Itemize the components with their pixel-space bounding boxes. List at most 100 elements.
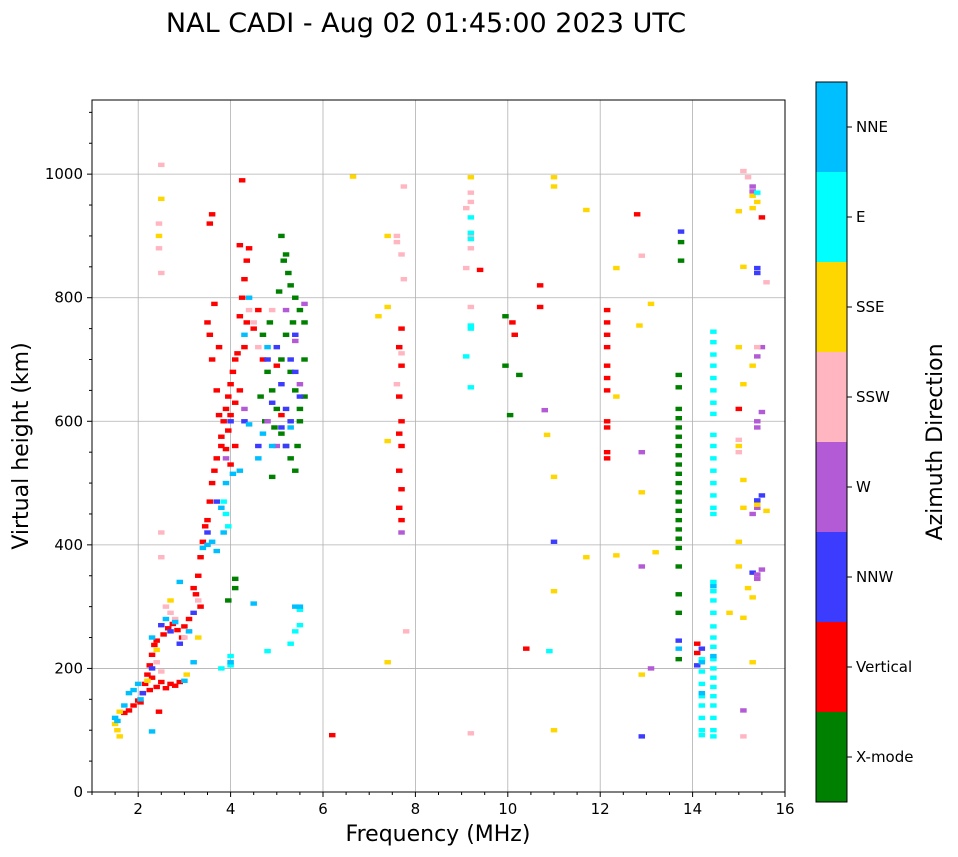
- data-point-ssw: [268, 307, 276, 313]
- colorbar-tick-label: NNW: [856, 568, 893, 586]
- data-point-e: [710, 715, 717, 721]
- data-point-sse: [550, 728, 558, 733]
- data-point-vertical: [215, 344, 223, 350]
- data-point-nne: [171, 619, 179, 625]
- data-point-vertical: [208, 480, 216, 486]
- data-point-sse: [740, 505, 747, 510]
- data-point-e: [710, 734, 717, 739]
- data-point-ssw: [158, 669, 165, 674]
- data-points: [111, 162, 770, 739]
- data-point-w: [758, 409, 766, 415]
- data-point-vertical: [137, 700, 144, 705]
- data-point-e: [698, 694, 706, 699]
- data-point-vertical: [758, 215, 766, 220]
- data-point-nne: [176, 579, 184, 585]
- data-point-x-mode: [296, 406, 304, 412]
- data-point-vertical: [236, 388, 244, 393]
- data-point-vertical: [181, 624, 188, 629]
- data-point-x-mode: [677, 239, 685, 245]
- data-point-vertical: [398, 363, 405, 368]
- data-point-vertical: [211, 301, 218, 307]
- data-point-x-mode: [257, 394, 264, 399]
- colorbar-swatch: [816, 82, 847, 172]
- data-point-e: [710, 352, 717, 357]
- data-point-sse: [144, 678, 151, 683]
- data-point-w: [740, 708, 747, 713]
- data-point-x-mode: [675, 610, 682, 616]
- data-point-nne: [268, 443, 276, 449]
- data-point-vertical: [225, 428, 232, 433]
- data-point-vertical: [395, 344, 403, 350]
- data-point-nne: [134, 681, 142, 687]
- data-point-x-mode: [287, 456, 294, 461]
- data-point-nne: [204, 542, 211, 548]
- data-point-sse: [613, 394, 620, 399]
- data-point-e: [710, 694, 717, 699]
- data-point-e: [698, 703, 706, 708]
- x-tick-label: 8: [411, 800, 421, 818]
- data-point-vertical: [398, 419, 405, 424]
- data-point-vertical: [603, 332, 611, 337]
- data-point-nne: [245, 422, 253, 427]
- data-point-nne: [229, 471, 237, 477]
- data-point-vertical: [693, 641, 701, 646]
- data-point-ssw: [155, 221, 163, 226]
- data-point-nne: [698, 660, 706, 665]
- data-point-vertical: [255, 307, 262, 313]
- data-point-e: [467, 326, 475, 331]
- data-point-nne: [287, 425, 294, 430]
- data-point-e: [710, 588, 717, 594]
- data-point-x-mode: [285, 270, 292, 276]
- data-point-nnw: [278, 382, 285, 387]
- data-point-vertical: [174, 627, 181, 633]
- data-point-vertical: [148, 675, 156, 680]
- data-point-vertical: [164, 626, 172, 631]
- data-point-vertical: [125, 708, 133, 713]
- data-point-sse: [114, 728, 121, 733]
- data-point-nne: [222, 480, 230, 486]
- data-point-e: [264, 648, 271, 654]
- x-tick-label: 6: [318, 800, 328, 818]
- data-point-sse: [116, 709, 123, 714]
- data-point-nnw: [296, 394, 304, 399]
- data-point-e: [698, 732, 706, 738]
- data-point-x-mode: [289, 320, 297, 325]
- data-point-nnw: [550, 539, 558, 544]
- data-point-vertical: [130, 703, 137, 708]
- data-point-e: [462, 354, 470, 359]
- data-point-sse: [749, 193, 756, 198]
- data-point-sse: [638, 490, 646, 495]
- data-point-sse: [111, 721, 119, 727]
- data-point-w: [754, 572, 761, 577]
- data-point-x-mode: [301, 394, 308, 399]
- data-point-nne: [675, 646, 682, 651]
- data-point-e: [710, 624, 717, 629]
- y-tick-label: 400: [54, 536, 83, 554]
- data-point-vertical: [243, 258, 251, 263]
- data-point-sse: [167, 598, 174, 603]
- data-point-ssw: [171, 616, 179, 622]
- colorbar-tick-label: W: [856, 478, 871, 496]
- data-point-nnw: [190, 610, 197, 616]
- data-point-x-mode: [287, 369, 294, 375]
- data-point-vertical: [536, 283, 544, 288]
- data-point-x-mode: [675, 536, 682, 541]
- data-point-x-mode: [675, 372, 682, 378]
- data-point-nne: [292, 604, 299, 609]
- data-point-vertical: [273, 363, 281, 368]
- data-point-ssw: [158, 162, 165, 168]
- data-point-x-mode: [675, 425, 682, 430]
- data-point-nne: [259, 431, 267, 436]
- data-point-e: [710, 728, 717, 733]
- data-point-e: [710, 329, 717, 334]
- colorbar-swatch: [816, 262, 847, 352]
- data-point-sse: [467, 175, 475, 180]
- colorbar-swatch: [816, 442, 847, 532]
- data-point-e: [710, 411, 717, 417]
- colorbar-tick-label: SSW: [856, 388, 890, 406]
- data-point-x-mode: [675, 434, 682, 439]
- data-point-w: [754, 505, 761, 510]
- data-point-ssw: [754, 344, 761, 350]
- data-point-e: [710, 666, 717, 671]
- data-point-vertical: [603, 344, 611, 350]
